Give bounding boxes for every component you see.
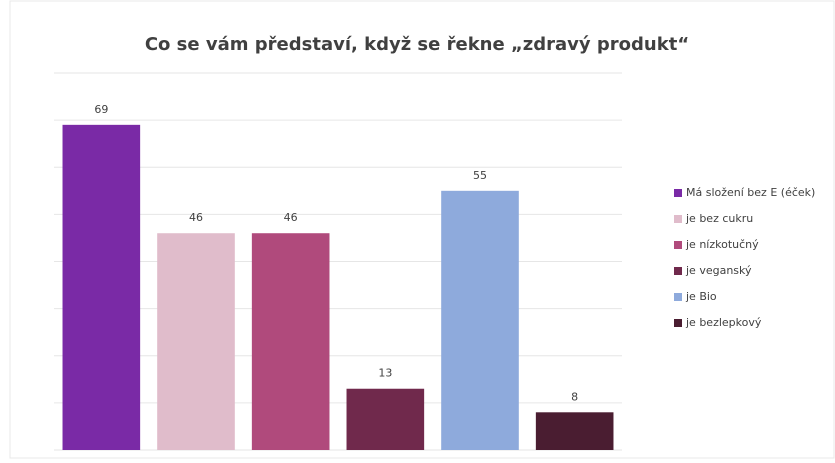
legend-label: je bezlepkový (685, 316, 762, 329)
legend-label: je bez cukru (685, 212, 753, 225)
bar (251, 233, 330, 450)
legend-swatch (674, 293, 682, 301)
chart-title: Co se vám představí, když se řekne „zdra… (145, 34, 689, 55)
legend-swatch (674, 189, 682, 197)
bar (157, 233, 235, 450)
chart-frame (9, 0, 835, 459)
legend-swatch (674, 267, 682, 275)
bar (441, 190, 519, 450)
bar (62, 124, 141, 451)
data-label: 46 (189, 211, 203, 224)
data-label: 13 (378, 367, 392, 380)
legend-swatch (674, 241, 682, 249)
data-label: 8 (571, 390, 578, 403)
legend-swatch (674, 215, 682, 223)
bar (346, 388, 425, 450)
legend-label: je veganský (685, 264, 752, 277)
data-label: 46 (284, 211, 298, 224)
legend-swatch (674, 319, 682, 327)
data-label: 69 (94, 103, 108, 116)
legend-label: Má složení bez E (éček) (686, 186, 815, 199)
data-label: 55 (473, 169, 487, 182)
legend-label: je Bio (685, 290, 717, 303)
legend-label: je nízkotučný (685, 238, 759, 251)
bar (535, 412, 614, 450)
